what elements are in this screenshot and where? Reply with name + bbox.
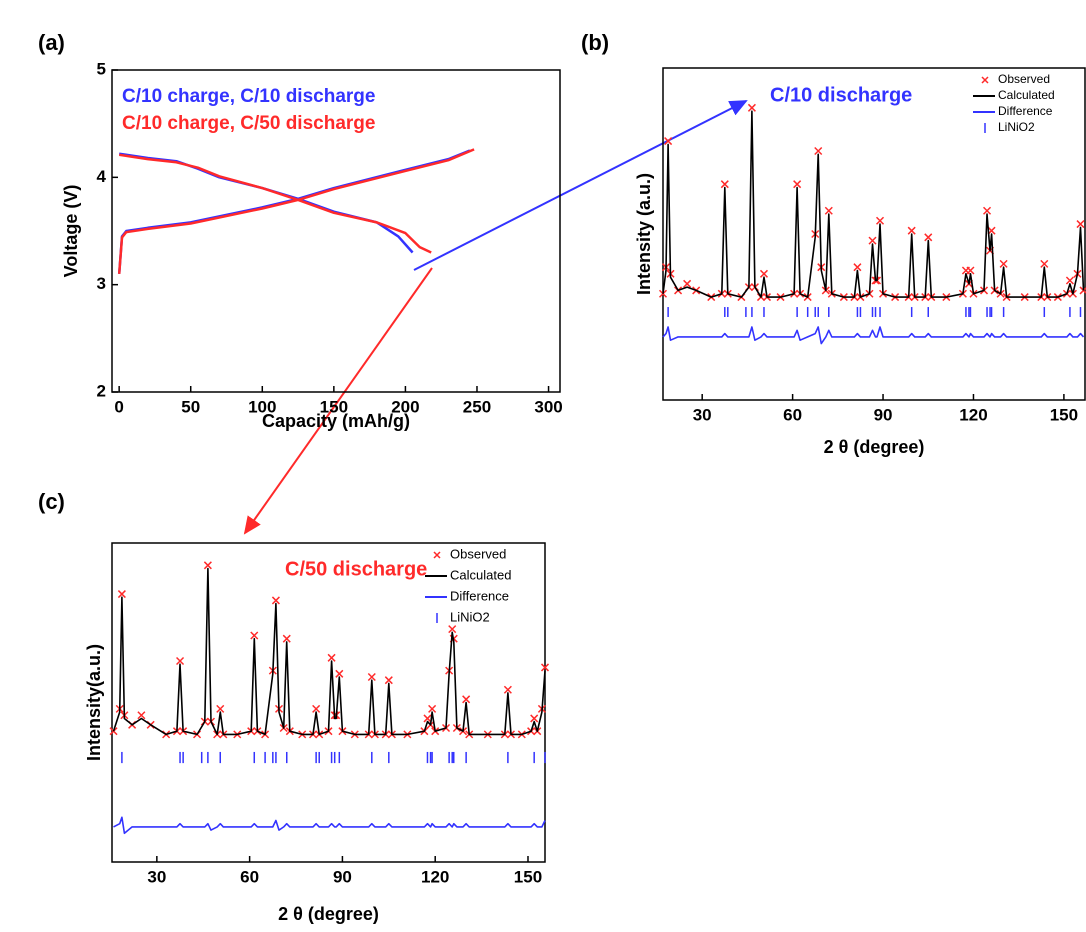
x-tick-label: 150 [320, 397, 348, 416]
x-tick-label: 120 [421, 867, 449, 886]
legend-label: Calculated [998, 88, 1055, 102]
observed-point [759, 269, 769, 278]
observed-point [282, 634, 291, 643]
observed-point [250, 631, 259, 640]
series-line [662, 326, 1085, 345]
legend-label: Observed [450, 546, 506, 561]
annotation: C/10 discharge [770, 84, 912, 106]
x-tick-label: 30 [147, 867, 166, 886]
observed-point [924, 233, 933, 242]
plot-frame [111, 69, 561, 393]
observed-point [423, 714, 432, 723]
y-axis-label: Intensity(a.u.) [84, 644, 104, 761]
x-tick-label: 250 [463, 397, 491, 416]
x-tick-label: 60 [783, 405, 802, 424]
observed-point [176, 656, 185, 666]
observed-point [448, 625, 457, 634]
arrow [413, 100, 748, 271]
observed-point [1065, 276, 1074, 285]
observed-point [117, 590, 126, 599]
observed-point [462, 695, 471, 704]
observed-point [1076, 220, 1085, 229]
observed-point [1040, 259, 1049, 268]
observed-point [907, 226, 916, 235]
observed-point [868, 236, 877, 245]
observed-point [814, 146, 823, 156]
panel-label: (b) [581, 30, 609, 55]
x-axis-label: Capacity (mAh/g) [262, 411, 410, 431]
legend-symbol [433, 551, 441, 559]
legend-label: Difference [998, 104, 1053, 118]
observed-point [966, 266, 975, 275]
plot-frame [111, 542, 546, 863]
series-line [112, 567, 546, 736]
observed-point [720, 180, 729, 189]
observed-point [271, 596, 280, 605]
observed-point [983, 206, 992, 215]
x-tick-label: 300 [534, 397, 562, 416]
plot-frame [662, 67, 1086, 401]
legend-label: C/10 charge, C/10 discharge [122, 86, 375, 107]
observed-point [216, 704, 225, 713]
x-tick-label: 60 [240, 867, 259, 886]
series-line [117, 148, 475, 274]
y-axis-label: Intensity (a.u.) [634, 173, 654, 295]
observed-point [530, 714, 539, 723]
observed-point [875, 216, 885, 225]
x-tick-label: 0 [114, 397, 123, 416]
observed-point [312, 704, 321, 713]
y-tick-label: 4 [97, 167, 107, 186]
observed-point [999, 259, 1008, 268]
x-axis-label: 2 θ (degree) [278, 904, 379, 924]
legend-label: Calculated [450, 567, 511, 582]
y-tick-label: 2 [97, 381, 106, 400]
legend-label: LiNiO2 [450, 609, 490, 624]
y-tick-label: 3 [97, 274, 106, 293]
observed-point [540, 663, 550, 672]
observed-point [853, 263, 862, 272]
legend-label: Difference [450, 588, 509, 603]
x-tick-label: 90 [333, 867, 352, 886]
x-tick-label: 150 [1050, 405, 1078, 424]
legend-label: Observed [998, 72, 1050, 86]
y-tick-label: 5 [97, 59, 106, 78]
observed-point [335, 669, 344, 678]
legend-symbol [981, 76, 989, 84]
observed-point [503, 685, 512, 694]
x-tick-label: 30 [693, 405, 712, 424]
x-tick-label: 50 [181, 397, 200, 416]
x-tick-label: 90 [874, 405, 893, 424]
observed-point [793, 180, 802, 189]
series-line [113, 816, 546, 835]
x-tick-label: 120 [959, 405, 987, 424]
x-tick-label: 100 [248, 397, 276, 416]
observed-point [428, 704, 437, 713]
observed-point [664, 137, 673, 146]
x-tick-label: 150 [514, 867, 542, 886]
y-axis-label: Voltage (V) [61, 185, 81, 278]
x-tick-label: 200 [391, 397, 419, 416]
observed-point [367, 672, 376, 682]
x-axis-label: 2 θ (degree) [824, 437, 925, 457]
arrow [243, 267, 433, 535]
annotation: C/50 discharge [285, 558, 427, 580]
observed-point [203, 561, 212, 570]
panel-label: (c) [38, 489, 65, 514]
observed-point [327, 653, 336, 662]
series-line [662, 110, 1085, 298]
observed-point [824, 206, 833, 215]
observed-point [137, 711, 146, 720]
observed-point [747, 103, 756, 112]
legend-label: LiNiO2 [998, 120, 1035, 134]
legend-label: C/10 charge, C/50 discharge [122, 113, 375, 134]
panel-label: (a) [38, 30, 65, 55]
observed-point [384, 676, 393, 685]
observed-point [683, 279, 692, 288]
